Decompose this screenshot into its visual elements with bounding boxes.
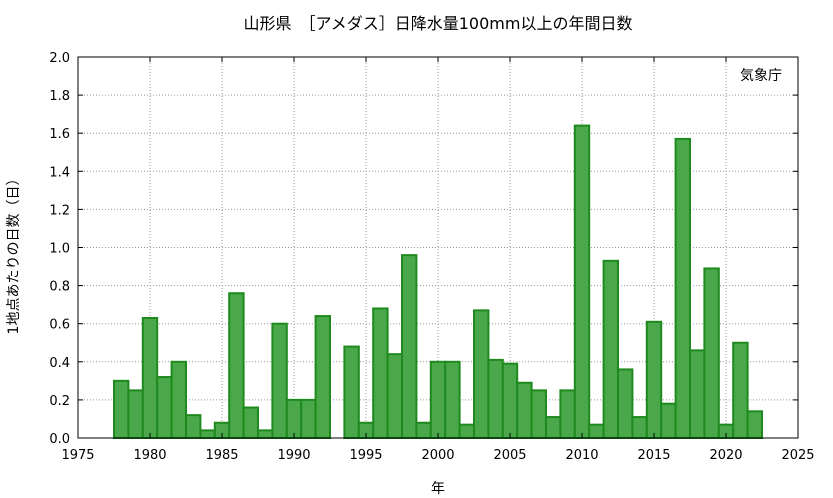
bar-1994	[343, 345, 360, 439]
y-tick-label: 1.2	[49, 203, 70, 218]
bar-2012	[602, 259, 619, 439]
bar-2014	[631, 416, 648, 440]
y-tick-label: 0.4	[49, 356, 70, 371]
bar-2001	[444, 360, 461, 439]
bar-2016	[660, 402, 677, 439]
x-tick-label: 2025	[781, 448, 814, 463]
bar-2010	[573, 124, 591, 440]
x-tick-label: 1980	[133, 448, 166, 463]
chart-annotation: 気象庁	[740, 68, 782, 84]
x-tick-label: 1995	[349, 448, 382, 463]
bar-2002	[458, 423, 476, 440]
x-tick-label: 2010	[565, 448, 598, 463]
bar-2011	[588, 423, 605, 440]
bar-2008	[545, 416, 562, 440]
bar-2003	[473, 309, 490, 439]
x-tick-label: 2000	[421, 448, 454, 463]
chart-title: 山形県 ［アメダス］日降水量100mm以上の年間日数	[244, 14, 633, 33]
bar-1984	[199, 429, 216, 440]
bar-1988	[257, 429, 274, 440]
bar-2006	[516, 381, 533, 440]
y-tick-label: 0.2	[49, 394, 70, 409]
bar-1990	[285, 398, 303, 439]
bar-1997	[386, 353, 404, 439]
bar-2022	[746, 410, 763, 439]
bar-2009	[559, 389, 576, 439]
bar-2013	[617, 368, 634, 440]
x-tick-label: 2015	[637, 448, 670, 463]
bar-1983	[185, 414, 202, 440]
bar-1998	[401, 254, 418, 439]
y-ticks: 0.0 0.2 0.4 0.6 0.8 1.0 1.2 1.4 1.6 1.8 2.0	[49, 51, 798, 447]
bar-2007	[530, 389, 547, 439]
bar-2017	[674, 137, 691, 439]
x-axis-label: 年	[431, 481, 445, 497]
y-tick-label: 0.8	[49, 280, 70, 295]
y-tick-label: 1.4	[49, 165, 70, 180]
bar-1999	[415, 421, 432, 440]
x-tick-label: 2005	[493, 448, 526, 463]
bar-1989	[271, 322, 288, 440]
bar-1992	[314, 315, 332, 439]
x-tick-label: 1975	[61, 448, 94, 463]
y-tick-label: 2.0	[49, 51, 70, 66]
y-axis-label: 1地点あたりの日数（日）	[6, 172, 22, 335]
y-tick-label: 0.0	[49, 432, 70, 447]
y-tick-label: 1.8	[49, 89, 70, 104]
bar-2000	[429, 360, 447, 439]
bar-2019	[703, 267, 720, 439]
bar-2018	[689, 349, 706, 439]
bar-2004	[487, 358, 504, 439]
y-tick-label: 1.0	[49, 242, 70, 257]
bar-2015	[645, 320, 663, 440]
bar-2005	[501, 362, 519, 439]
bar-1982	[170, 360, 188, 439]
bar-1978	[113, 379, 130, 440]
bar-1991	[300, 398, 317, 439]
x-tick-label: 1985	[205, 448, 238, 463]
y-tick-label: 0.6	[49, 318, 70, 333]
y-tick-label: 1.6	[49, 127, 70, 142]
bar-1980	[141, 316, 159, 439]
bar-1979	[127, 389, 144, 439]
bar-1981	[156, 376, 173, 440]
x-tick-label: 2020	[709, 448, 742, 463]
x-ticks: 1975 1980 1985 1990 1995 2000 2005 2010 2015 2020…	[61, 57, 815, 463]
bars	[113, 124, 763, 440]
bar-2021	[732, 341, 749, 439]
x-tick-label: 1990	[277, 448, 310, 463]
bar-1996	[372, 307, 389, 439]
bar-1986	[228, 292, 245, 439]
bar-1987	[242, 406, 260, 439]
